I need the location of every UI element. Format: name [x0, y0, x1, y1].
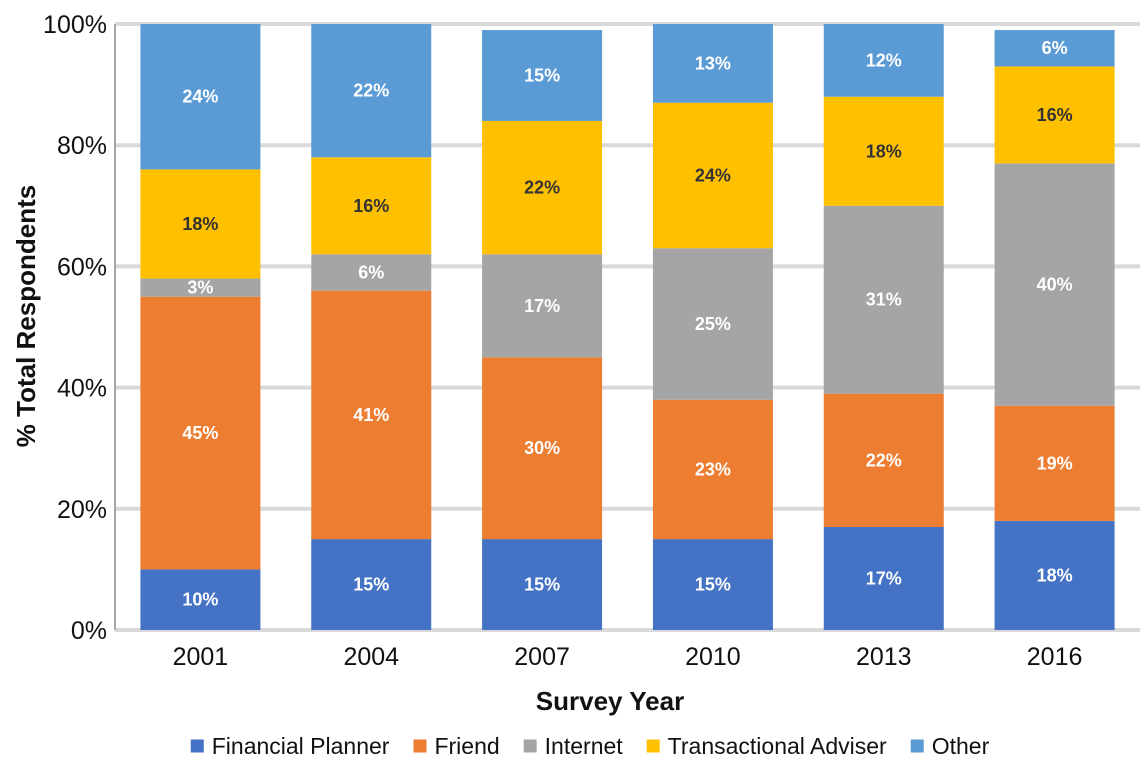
legend-item: Transactional Adviser	[646, 733, 887, 759]
bar-segment	[482, 30, 603, 121]
data-label: 6%	[1042, 38, 1068, 58]
legend-item: Other	[910, 733, 990, 759]
bar-segment	[652, 539, 773, 630]
bar-segment	[311, 157, 432, 255]
bar-segment	[823, 526, 944, 630]
gridlines	[115, 22, 1140, 632]
bar-segment	[652, 24, 773, 103]
data-label: 24%	[695, 166, 731, 186]
bar-segment	[482, 539, 603, 630]
x-tick-label: 2004	[343, 643, 399, 671]
legend-label: Financial Planner	[212, 733, 390, 759]
bar-segment	[652, 102, 773, 249]
legend-swatch	[910, 739, 924, 753]
legend-item: Internet	[523, 733, 624, 759]
data-label: 16%	[1037, 105, 1073, 125]
legend-item: Friend	[413, 733, 500, 759]
legend-label: Internet	[545, 733, 624, 759]
legend-swatch	[413, 739, 427, 753]
bar-segment	[994, 30, 1115, 67]
y-tick-label: 40%	[57, 375, 107, 403]
x-tick-label: 2013	[856, 643, 912, 671]
legend-label: Other	[932, 733, 990, 759]
legend-swatch	[523, 739, 537, 753]
bar-segment	[994, 405, 1115, 521]
data-label: 22%	[524, 178, 560, 198]
legend-item: Financial Planner	[190, 733, 390, 759]
bar-segment	[482, 357, 603, 540]
data-label: 15%	[695, 575, 731, 595]
bar-segment	[311, 539, 432, 630]
data-label: 15%	[524, 575, 560, 595]
y-tick-label: 20%	[57, 496, 107, 524]
data-label: 17%	[866, 568, 902, 588]
data-label: 45%	[182, 423, 218, 443]
bar-segment	[994, 520, 1115, 630]
legend-swatch	[190, 739, 204, 753]
data-label: 16%	[353, 196, 389, 216]
bars	[140, 24, 1115, 630]
bar-segment	[652, 248, 773, 400]
bar-segment	[994, 163, 1115, 406]
bar-segment	[823, 24, 944, 97]
bar-segment	[823, 96, 944, 206]
data-label: 6%	[358, 262, 384, 282]
data-label: 18%	[866, 141, 902, 161]
bar-segment	[140, 296, 261, 570]
bar-segment	[311, 24, 432, 158]
axes: 0% 20% 40% 60% 80% 100% 2001 2004 2007 2010 2013 20…	[43, 11, 1082, 671]
y-axis-title: % Total Respondents	[11, 185, 41, 447]
data-label: 18%	[1037, 565, 1073, 585]
legend-swatch	[646, 739, 660, 753]
x-tick-label: 2016	[1027, 643, 1083, 671]
bar-segment	[482, 120, 603, 255]
data-label: 22%	[866, 450, 902, 470]
legend-label: Transactional Adviser	[668, 733, 887, 759]
data-label: 13%	[695, 53, 731, 73]
y-tick-label: 80%	[57, 132, 107, 160]
bar-segment	[994, 66, 1115, 164]
bar-segment	[482, 254, 603, 358]
bar-segment	[140, 24, 261, 170]
data-label: 15%	[524, 66, 560, 86]
y-tick-label: 100%	[43, 11, 107, 39]
bar-segment	[823, 205, 944, 394]
data-label: 25%	[695, 314, 731, 334]
y-tick-label: 60%	[57, 253, 107, 281]
bar-segment	[140, 569, 261, 630]
x-tick-label: 2010	[685, 643, 741, 671]
data-label: 17%	[524, 296, 560, 316]
data-label: 18%	[182, 214, 218, 234]
legend-label: Friend	[434, 733, 499, 759]
y-tick-label: 0%	[71, 617, 107, 645]
data-label: 24%	[182, 87, 218, 107]
data-label: 19%	[1037, 453, 1073, 473]
bar-segment	[311, 254, 432, 291]
bar-segment	[652, 399, 773, 540]
bar-segment	[140, 169, 261, 279]
data-label: 23%	[695, 459, 731, 479]
data-label: 41%	[353, 405, 389, 425]
x-tick-label: 2007	[514, 643, 570, 671]
legend: Financial Planner Friend Internet Transacti…	[190, 733, 990, 759]
data-label: 30%	[524, 438, 560, 458]
data-label: 22%	[353, 81, 389, 101]
bar-segment	[140, 278, 261, 297]
data-labels: 10% 45% 3% 18% 24% 15% 41% 6% 16% 22% 15% 30% 17% 22%…	[182, 38, 1072, 609]
data-label: 40%	[1037, 275, 1073, 295]
data-label: 12%	[866, 50, 902, 70]
bar-segment	[311, 290, 432, 540]
data-label: 31%	[866, 290, 902, 310]
data-label: 3%	[187, 278, 213, 298]
x-axis-title: Survey Year	[536, 686, 684, 716]
data-label: 15%	[353, 575, 389, 595]
x-tick-label: 2001	[173, 643, 229, 671]
data-label: 10%	[182, 590, 218, 610]
bar-segment	[823, 393, 944, 527]
